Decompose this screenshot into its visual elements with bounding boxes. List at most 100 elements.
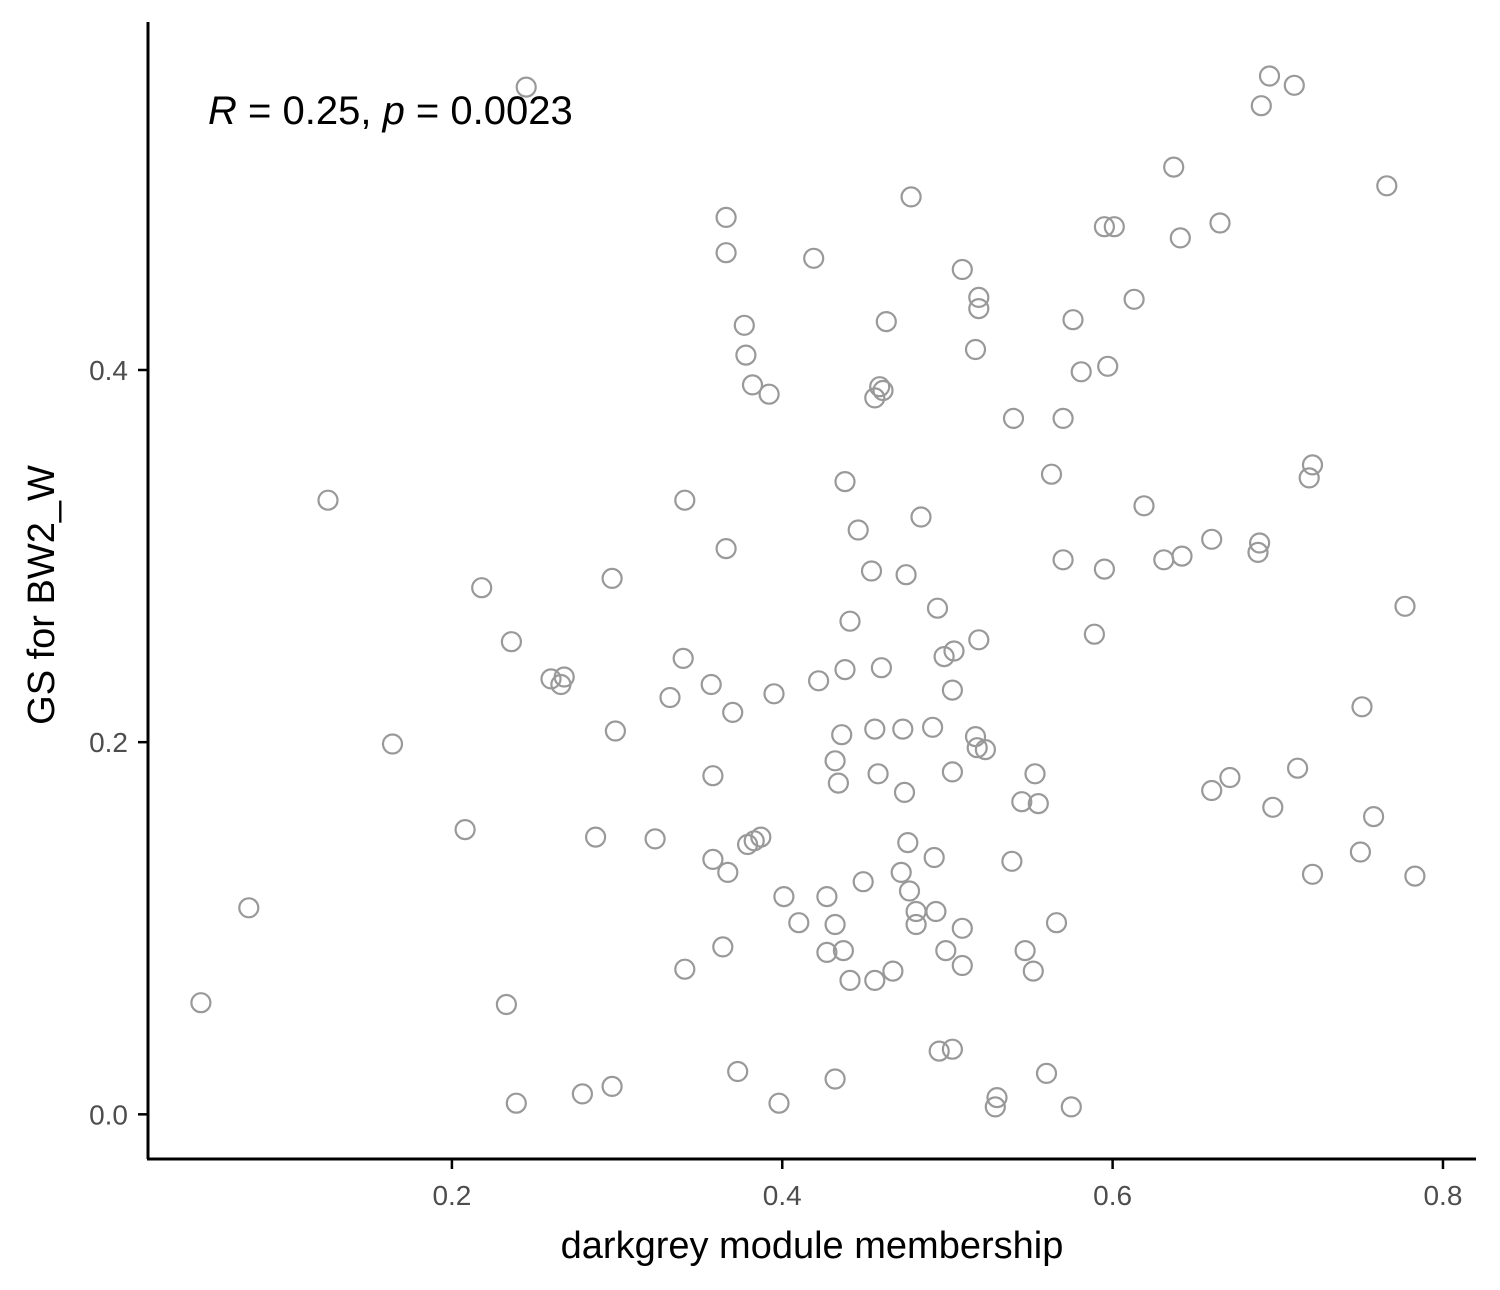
data-point (584, 826, 607, 848)
data-point (984, 1096, 1006, 1118)
data-point (674, 958, 696, 980)
data-point (803, 247, 825, 269)
data-point (674, 489, 696, 511)
data-point (870, 657, 893, 679)
data-point (824, 1068, 846, 1090)
data-point (1201, 528, 1223, 550)
data-point (1262, 796, 1284, 818)
y-axis-title: GS for BW2_W (21, 465, 63, 725)
data-point (832, 939, 855, 962)
data-point (515, 76, 537, 98)
data-point (763, 683, 785, 705)
data-point (941, 1038, 964, 1060)
data-point (1052, 549, 1074, 571)
data-point (715, 206, 737, 228)
data-point (1201, 779, 1223, 802)
data-point (1163, 156, 1185, 178)
data-point (875, 311, 897, 333)
data-point (1123, 288, 1145, 310)
r-symbol: R (208, 89, 237, 133)
data-point (1349, 841, 1372, 863)
r-value: = 0.25, (237, 89, 383, 133)
data-point (834, 471, 856, 493)
data-point (1001, 850, 1023, 872)
data-point (540, 668, 562, 690)
data-point (1022, 960, 1044, 982)
data-point (702, 765, 724, 787)
data-point (1153, 549, 1175, 571)
data-point (722, 701, 744, 724)
data-point (824, 913, 846, 936)
data-point (1070, 361, 1092, 383)
data-point (943, 640, 965, 662)
data-point (788, 912, 810, 934)
data-point (1040, 463, 1063, 485)
data-point (897, 831, 919, 854)
data-point (768, 1092, 790, 1114)
data-point (1286, 757, 1309, 779)
data-point (1171, 545, 1193, 567)
data-point (1024, 763, 1046, 785)
data-point (715, 242, 737, 264)
data-point (951, 917, 973, 939)
x-tick-label: 0.8 (1423, 1180, 1462, 1211)
data-point (895, 564, 917, 586)
data-point (964, 338, 987, 361)
data-point (702, 848, 724, 871)
data-point (1011, 791, 1033, 813)
data-point (816, 885, 838, 908)
data-point (471, 577, 493, 599)
data-point (1247, 541, 1269, 564)
data-point (1060, 1096, 1082, 1118)
data-point (935, 939, 957, 962)
data-point (968, 629, 990, 651)
data-point (1250, 95, 1272, 117)
data-point (735, 344, 757, 366)
data-point (933, 645, 955, 668)
data-point (317, 489, 339, 511)
data-point (1376, 175, 1398, 197)
data-point (864, 387, 886, 409)
data-point (1248, 532, 1271, 554)
data-point (750, 826, 772, 848)
data-point (847, 519, 869, 541)
data-point (872, 379, 894, 402)
data-point (495, 993, 517, 1016)
y-tick-label: 0.4 (89, 355, 128, 386)
data-point (966, 737, 988, 759)
data-point (1258, 65, 1281, 87)
data-point (921, 716, 944, 738)
data-point (1169, 227, 1191, 249)
data-point (1394, 595, 1416, 617)
data-point (601, 1075, 623, 1098)
p-value: = 0.0023 (405, 89, 573, 133)
data-point (505, 1092, 527, 1114)
data-point (864, 718, 886, 740)
data-point (905, 913, 927, 936)
data-point (1133, 495, 1155, 517)
data-point (926, 597, 949, 619)
data-point (923, 846, 945, 869)
data-point (834, 658, 856, 681)
y-tick-label: 0.0 (89, 1099, 128, 1130)
data-point (807, 670, 830, 692)
data-point (381, 733, 404, 755)
data-point (1404, 865, 1426, 887)
data-point (553, 666, 575, 688)
data-point (882, 960, 904, 982)
data-point (974, 738, 997, 761)
data-point (1301, 863, 1324, 885)
data-point (238, 897, 260, 919)
data-point (816, 941, 838, 964)
ticks-layer: 0.2 0.4 0.6 0.8 0.0 0.2 0.4 (89, 355, 1462, 1211)
data-point (898, 880, 921, 902)
data-point (986, 1086, 1008, 1109)
data-point (1301, 454, 1324, 476)
data-point (1093, 216, 1116, 238)
data-point (831, 724, 853, 746)
data-point (839, 610, 861, 632)
points-layer (190, 65, 1426, 1118)
data-point (951, 954, 973, 977)
data-point (910, 506, 932, 528)
data-point (454, 818, 476, 841)
